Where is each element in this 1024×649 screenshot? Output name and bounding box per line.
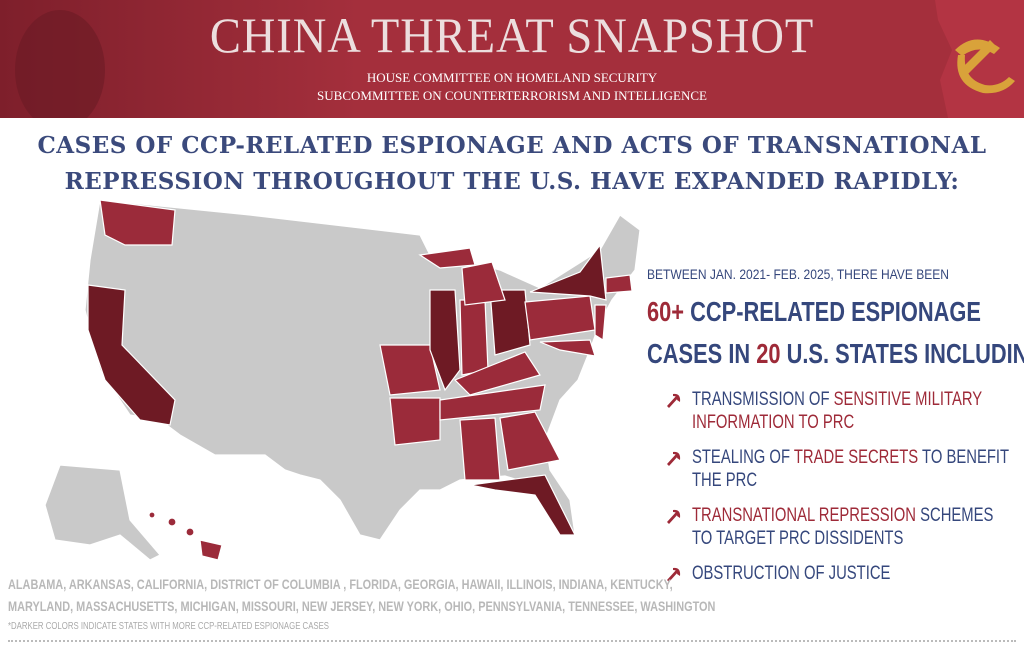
state-michigan-up [418, 247, 476, 269]
bullet-text: THE PRC [692, 470, 758, 491]
bullet-line: TRANSNATIONAL REPRESSION SCHEMES [692, 504, 993, 527]
state-hawaii [148, 511, 223, 561]
summary-line: CASES IN 20 U.S. STATES INCLUDING: [647, 338, 1024, 370]
state-georgia [499, 411, 561, 471]
state-new-york [529, 243, 607, 301]
state-new-jersey [594, 304, 607, 342]
footnote: *DARKER COLORS INDICATE STATES WITH MORE… [8, 621, 330, 632]
state-list: MARYLAND, MASSACHUSETTS, MICHIGAN, MISSO… [8, 598, 716, 614]
summary-text: CCP-RELATED ESPIONAGE [684, 296, 981, 327]
bullet-text: TRADE SECRETS [793, 447, 919, 468]
silhouette [15, 10, 105, 118]
headline: CASES OF CCP-RELATED ESPIONAGE AND ACTS … [37, 132, 987, 159]
state-massachusetts [605, 274, 633, 294]
divider [8, 640, 1016, 642]
header-banner: CHINA THREAT SNAPSHOT HOUSE COMMITTEE ON… [0, 0, 1024, 118]
bullet-text: TO BENEFIT [918, 447, 1010, 468]
state-florida [469, 474, 576, 536]
bullet-icon [667, 393, 681, 408]
case-count: 60+ [647, 296, 685, 327]
bullet-line: STEALING OF TRADE SECRETS TO BENEFIT [692, 446, 1009, 469]
bullet-icon [667, 509, 681, 524]
state-tennessee [439, 384, 546, 421]
bullet-text: TO TARGET PRC DISSIDENTS [692, 528, 904, 549]
bullet-text: STEALING OF [692, 447, 794, 468]
title: CHINA THREAT SNAPSHOT [209, 7, 815, 63]
state-michigan [461, 261, 506, 306]
bullet-line: INFORMATION TO PRC [692, 411, 854, 434]
bullet-text: TRANSNATIONAL REPRESSION [692, 505, 916, 526]
headline: REPRESSION THROUGHOUT THE U.S. HAVE EXPA… [64, 168, 960, 195]
bullet-line: TRANSMISSION OF SENSITIVE MILITARY [692, 388, 982, 411]
state-kentucky [453, 351, 541, 396]
state-illinois [429, 289, 461, 392]
state-ohio [489, 289, 531, 356]
bullet-text: SCHEMES [915, 505, 994, 526]
sickle [957, 55, 1015, 94]
state-washington [99, 199, 176, 246]
bullet-text: INFORMATION TO PRC [692, 412, 855, 433]
hammer-sickle [955, 39, 1000, 76]
state-list: ALABAMA, ARKANSAS, CALIFORNIA, DISTRICT … [8, 576, 673, 592]
bullet-line: THE PRC [692, 469, 757, 492]
bullet-icon [667, 567, 681, 582]
bullet-text: TRANSMISSION OF [692, 389, 834, 410]
state-arkansas [389, 397, 441, 446]
state-missouri [379, 344, 441, 396]
subtitle: SUBCOMMITTEE ON COUNTERTERRORISM AND INT… [317, 88, 707, 103]
state-count: 20 [756, 338, 781, 369]
bullet-line: OBSTRUCTION OF JUSTICE [692, 562, 890, 585]
summary-text: CASES IN [647, 338, 757, 369]
us-map [44, 199, 641, 561]
bullet-line: TO TARGET PRC DISSIDENTS [692, 527, 903, 550]
bullet-icon [667, 451, 681, 466]
summary-line: 60+ CCP-RELATED ESPIONAGE [647, 296, 981, 328]
subtitle: HOUSE COMMITTEE ON HOMELAND SECURITY [366, 70, 658, 85]
summary-text: U.S. STATES INCLUDING: [786, 338, 1024, 369]
contiguous-us [84, 199, 641, 541]
bullet-text: SENSITIVE MILITARY [833, 389, 983, 410]
state-indiana [459, 299, 489, 376]
alaska [44, 464, 161, 561]
period-text: BETWEEN JAN. 2021- FEB. 2025, THERE HAVE… [647, 266, 949, 282]
state-california [87, 284, 176, 426]
state-maryland [539, 339, 596, 357]
state-alabama [459, 417, 501, 481]
bullet-text: OBSTRUCTION OF JUSTICE [692, 563, 891, 584]
header-art [15, 0, 1024, 118]
